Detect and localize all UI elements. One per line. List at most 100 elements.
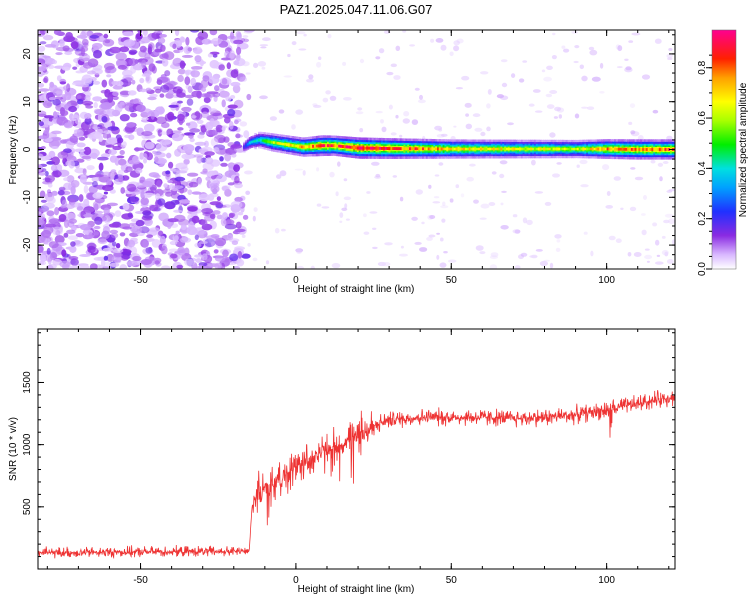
ridge-cell xyxy=(379,146,382,150)
noise-blob xyxy=(209,30,218,36)
noise-blob xyxy=(115,243,121,249)
noise-blob xyxy=(47,183,53,188)
noise-blob xyxy=(194,234,199,241)
noise-blob xyxy=(57,190,65,196)
ridge-cell xyxy=(658,148,662,151)
speckle-blob xyxy=(294,168,304,171)
speckle-blob xyxy=(587,106,595,110)
ridge-cell xyxy=(506,147,509,151)
speckle-blob xyxy=(261,66,266,70)
speckle-blob xyxy=(325,90,331,95)
noise-blob xyxy=(40,199,47,203)
noise-blob xyxy=(177,74,184,83)
ridge-cell xyxy=(545,147,548,151)
noise-blob xyxy=(48,97,56,101)
speckle-blob xyxy=(599,91,605,94)
noise-blob xyxy=(106,74,112,78)
noise-blob xyxy=(154,152,166,158)
noise-blob xyxy=(186,122,191,126)
speckle-blob xyxy=(633,252,642,257)
speckle-blob xyxy=(375,56,381,60)
noise-blob xyxy=(72,66,78,70)
speckle-blob xyxy=(456,38,464,44)
noise-blob xyxy=(178,199,191,204)
ridge-cell xyxy=(425,147,429,151)
noise-blob xyxy=(103,109,111,115)
speckle-blob xyxy=(518,254,524,260)
noise-blob xyxy=(115,103,123,113)
speckle-blob xyxy=(507,122,514,126)
noise-blob xyxy=(201,87,207,92)
speckle-blob xyxy=(382,262,391,267)
noise-blob xyxy=(184,94,195,99)
noise-blob xyxy=(237,211,244,216)
noise-blob xyxy=(119,264,128,269)
noise-blob xyxy=(157,198,166,206)
speckle-blob xyxy=(252,257,258,262)
noise-blob xyxy=(209,182,220,188)
noise-blob xyxy=(194,141,207,146)
noise-blob xyxy=(161,265,171,269)
noise-blob xyxy=(67,235,78,240)
speckle-blob xyxy=(344,203,348,209)
noise-blob xyxy=(194,254,203,258)
noise-blob xyxy=(227,182,235,186)
noise-blob xyxy=(221,126,226,132)
noise-blob xyxy=(122,141,127,148)
noise-blob xyxy=(46,210,55,217)
noise-blob xyxy=(154,156,159,163)
speckle-blob xyxy=(573,60,579,64)
noise-blob xyxy=(150,112,155,120)
noise-blob xyxy=(205,157,214,165)
noise-blob xyxy=(83,198,90,207)
noise-blob xyxy=(172,43,177,50)
ridge-cell xyxy=(373,146,377,150)
noise-blob xyxy=(236,73,246,82)
noise-blob xyxy=(89,34,100,39)
noise-blob xyxy=(38,172,46,176)
speckle-blob xyxy=(634,176,644,181)
speckle-blob xyxy=(253,62,259,69)
noise-blob xyxy=(219,156,224,162)
noise-blob xyxy=(61,66,71,71)
speckle-blob xyxy=(534,191,544,194)
ridge-cell xyxy=(533,147,537,151)
noise-blob xyxy=(193,46,203,55)
noise-blob xyxy=(180,166,189,172)
noise-blob xyxy=(40,30,46,35)
speckle-blob xyxy=(399,134,403,138)
speckle-blob xyxy=(297,265,304,269)
speckle-blob xyxy=(668,218,675,225)
noise-blob xyxy=(107,126,119,131)
speckle-blob xyxy=(489,255,498,260)
noise-blob xyxy=(187,85,193,93)
noise-blob xyxy=(122,203,130,211)
speckle-blob xyxy=(283,75,293,78)
noise-blob xyxy=(210,178,218,184)
noise-blob xyxy=(92,80,101,85)
speckle-blob xyxy=(605,205,613,209)
speckle-blob xyxy=(664,213,674,218)
colorbar-gradient xyxy=(712,30,736,269)
noise-blob xyxy=(145,75,152,84)
snr-layer xyxy=(38,390,675,560)
ridge-cell xyxy=(578,147,582,151)
speckle-blob xyxy=(666,259,674,264)
noise-blob xyxy=(126,260,138,267)
noise-blob xyxy=(130,112,138,118)
noise-blob xyxy=(151,239,161,248)
noise-blob xyxy=(162,58,169,67)
speckle-blob xyxy=(624,67,633,73)
noise-blob xyxy=(213,147,220,153)
noise-blob xyxy=(122,226,132,230)
noise-blob xyxy=(136,33,143,40)
speckle-blob xyxy=(532,89,541,93)
noise-blob xyxy=(52,88,63,97)
noise-blob xyxy=(190,66,203,70)
ridge-cell xyxy=(390,147,393,150)
noise-blob xyxy=(55,52,63,56)
noise-blob xyxy=(190,30,200,33)
speckle-blob xyxy=(576,164,580,168)
speckle-blob xyxy=(583,231,588,235)
noise-blob xyxy=(44,44,57,48)
